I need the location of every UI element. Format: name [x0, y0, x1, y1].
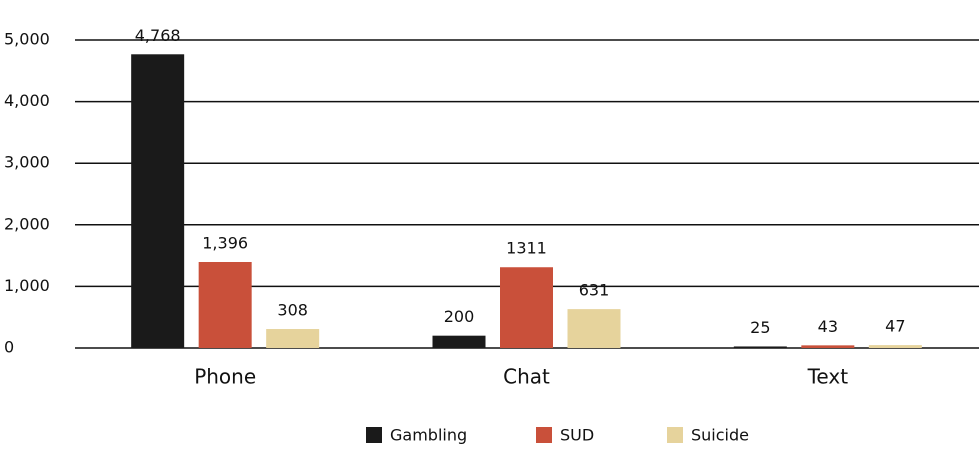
data-label: 631 — [579, 281, 610, 300]
bar — [432, 335, 486, 348]
y-tick-label: 2,000 — [4, 214, 50, 233]
legend-label: SUD — [560, 426, 594, 445]
bar — [266, 329, 320, 348]
data-label: 1,396 — [202, 234, 248, 253]
data-label: 4,768 — [135, 26, 181, 45]
y-tick-label: 0 — [4, 338, 14, 357]
legend-label: Gambling — [390, 426, 467, 445]
y-tick-label: 3,000 — [4, 153, 50, 172]
legend-label: Suicide — [691, 426, 749, 445]
data-label: 200 — [444, 307, 475, 326]
y-tick-label: 5,000 — [4, 30, 50, 49]
legend-swatch — [366, 427, 382, 443]
data-label: 308 — [277, 301, 308, 320]
bar — [868, 345, 922, 348]
bar — [733, 346, 787, 348]
bar — [500, 267, 553, 348]
bar — [131, 54, 185, 348]
bar — [567, 309, 621, 348]
x-tick-label: Text — [807, 365, 849, 389]
x-tick-label: Chat — [503, 365, 550, 389]
bar — [198, 262, 252, 348]
data-label: 43 — [818, 317, 838, 336]
data-label: 25 — [750, 318, 770, 337]
x-tick-label: Phone — [194, 365, 256, 389]
data-label: 47 — [885, 317, 905, 336]
legend-swatch — [536, 427, 552, 443]
bar — [801, 345, 855, 348]
y-tick-label: 4,000 — [4, 91, 50, 110]
legend-swatch — [667, 427, 683, 443]
y-tick-label: 1,000 — [4, 276, 50, 295]
data-label: 1311 — [506, 239, 547, 258]
